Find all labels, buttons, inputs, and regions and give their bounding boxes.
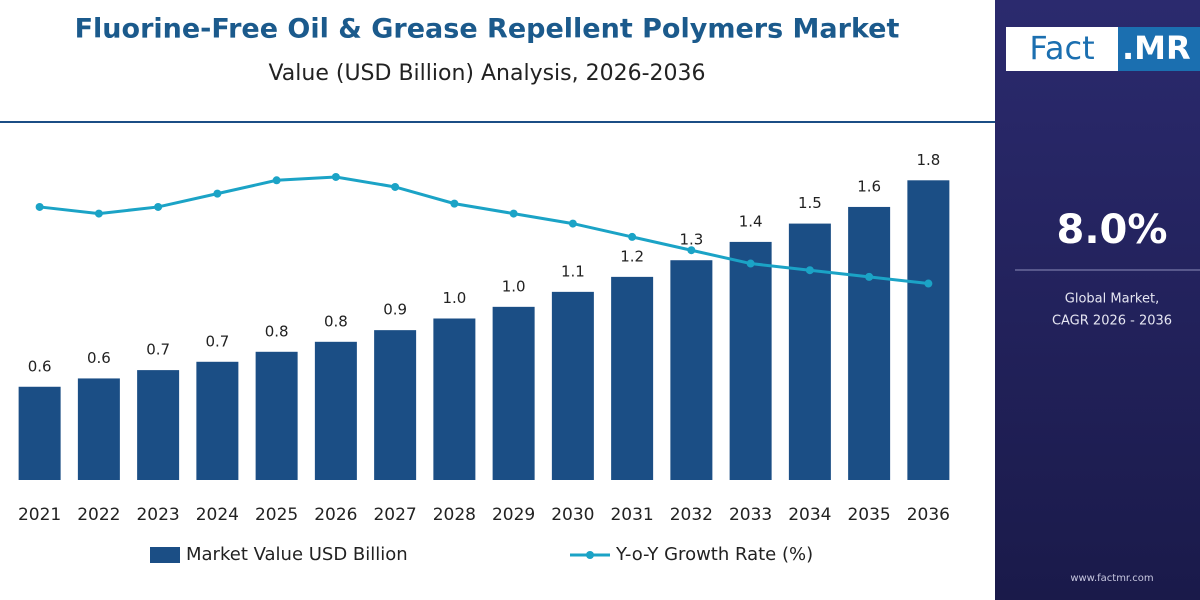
bar	[907, 180, 950, 481]
x-tick-label: 2025	[255, 505, 298, 525]
bar	[551, 291, 594, 480]
sidebar	[995, 0, 1200, 600]
legend-label: Y-o-Y Growth Rate (%)	[615, 544, 813, 565]
legend-swatch	[586, 551, 594, 559]
x-tick-label: 2021	[18, 505, 61, 525]
bar	[137, 370, 180, 480]
line-point	[272, 176, 281, 185]
bar	[788, 223, 831, 480]
line-point	[94, 209, 103, 218]
x-tick-label: 2024	[196, 505, 239, 525]
data-label: 0.7	[146, 341, 170, 359]
bar	[433, 318, 476, 480]
line-point	[628, 232, 637, 241]
data-label: 0.8	[265, 322, 289, 340]
data-label: 0.6	[28, 357, 52, 375]
bar	[196, 361, 239, 480]
legend-swatch	[150, 547, 180, 563]
line-point	[924, 279, 933, 288]
x-tick-label: 2035	[847, 505, 890, 525]
bar	[670, 260, 713, 480]
line-point	[154, 202, 163, 211]
x-tick-label: 2031	[610, 505, 653, 525]
bar	[848, 206, 891, 480]
data-label: 1.0	[442, 289, 466, 307]
bar	[729, 241, 772, 480]
x-tick-label: 2026	[314, 505, 357, 525]
bar	[18, 386, 61, 480]
chart-subtitle: Value (USD Billion) Analysis, 2026-2036	[268, 61, 705, 86]
line-point	[35, 202, 44, 211]
data-label: 1.5	[798, 194, 822, 212]
x-tick-label: 2023	[136, 505, 179, 525]
x-tick-label: 2036	[907, 505, 950, 525]
line-point	[805, 266, 814, 275]
x-tick-label: 2028	[433, 505, 476, 525]
line	[39, 175, 929, 286]
bar	[374, 330, 417, 480]
line-point	[865, 272, 874, 281]
data-label: 0.7	[205, 332, 229, 350]
x-tick-label: 2029	[492, 505, 535, 525]
bar	[77, 378, 120, 480]
logo-box	[1006, 27, 1118, 71]
x-tick-label: 2030	[551, 505, 594, 525]
logo-text: Fact	[1029, 29, 1094, 67]
data-label: 1.2	[620, 247, 644, 265]
data-label: 0.6	[87, 349, 111, 367]
x-tick-label: 2032	[670, 505, 713, 525]
data-label: 1.3	[679, 231, 703, 249]
x-tick-label: 2034	[788, 505, 831, 525]
line-point	[450, 199, 459, 208]
cagr-value: 8.0%	[1057, 207, 1168, 253]
x-tick-label: 2022	[77, 505, 120, 525]
legend-label: Market Value USD Billion	[186, 544, 408, 565]
data-label: 0.9	[383, 301, 407, 319]
bar	[611, 276, 654, 480]
x-tick-label: 2033	[729, 505, 772, 525]
data-label: 1.1	[561, 262, 585, 280]
bar	[314, 341, 357, 480]
line-point	[568, 219, 577, 228]
data-label: 1.8	[916, 151, 940, 169]
data-label: 1.4	[739, 212, 763, 230]
cagr-caption: Global Market,	[1065, 292, 1159, 307]
x-tick-label: 2027	[373, 505, 416, 525]
data-label: 0.8	[324, 312, 348, 330]
cagr-caption: CAGR 2026 - 2036	[1052, 314, 1172, 329]
logo-box-right	[1118, 27, 1200, 71]
line-point	[331, 172, 340, 181]
line-point	[687, 246, 696, 255]
line-point	[746, 259, 755, 268]
line-point	[391, 182, 400, 191]
chart-title: Fluorine-Free Oil & Grease Repellent Pol…	[75, 14, 900, 45]
logo-text: .MR	[1122, 29, 1191, 67]
bar	[255, 351, 298, 480]
line-point	[213, 189, 222, 198]
line-point	[509, 209, 518, 218]
data-label: 1.6	[857, 177, 881, 195]
bar	[492, 306, 535, 480]
url: www.factmr.com	[1070, 573, 1153, 584]
data-label: 1.0	[502, 277, 526, 295]
